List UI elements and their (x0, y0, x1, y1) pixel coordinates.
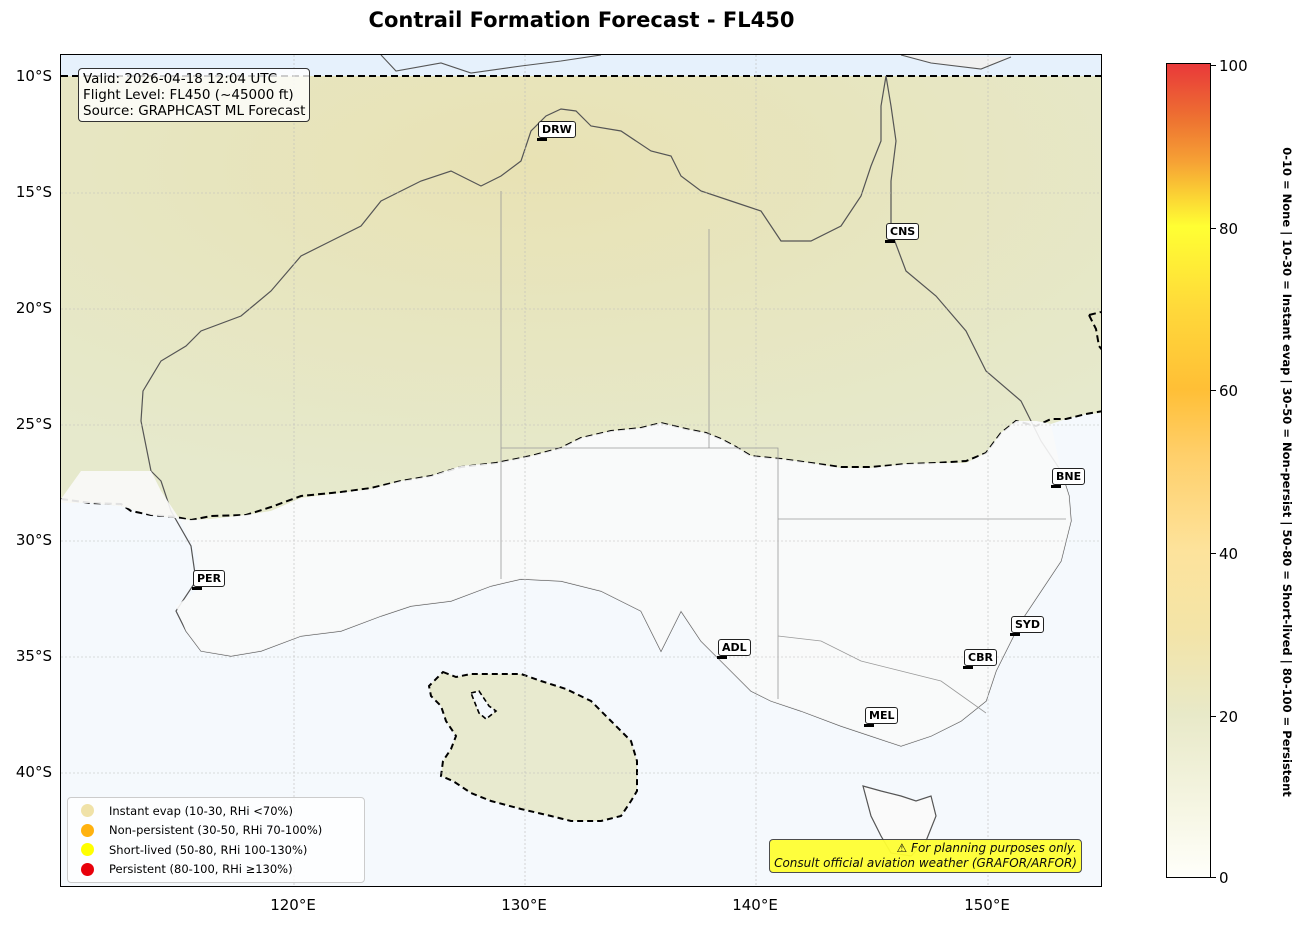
colorbar-tick-label: 60 (1219, 382, 1239, 400)
x-tick-label: 140°E (732, 896, 778, 914)
city-marker-per (192, 587, 202, 590)
tasmania (862, 785, 937, 857)
y-tick-label: 10°S (15, 67, 52, 85)
legend-swatch (81, 843, 94, 857)
contrail-region-north (61, 76, 1101, 520)
city-marker-drw (537, 138, 547, 141)
x-tick-label: 120°E (270, 896, 316, 914)
x-tick-label: 150°E (964, 896, 1010, 914)
city-marker-syd (1010, 633, 1020, 636)
city-marker-cbr (963, 666, 973, 669)
y-tick-label: 30°S (15, 531, 52, 549)
city-label-cns[interactable]: CNS (886, 223, 920, 240)
city-label-mel[interactable]: MEL (865, 707, 899, 724)
legend-item-instant-evap: Instant evap (10-30, RHi <70%) (68, 801, 364, 821)
map-canvas (61, 55, 1101, 886)
city-marker-bne (1051, 485, 1061, 488)
legend-swatch (81, 804, 94, 818)
city-label-bne[interactable]: BNE (1052, 468, 1086, 485)
y-tick-label: 15°S (15, 183, 52, 201)
colorbar-tick-label: 40 (1219, 545, 1239, 563)
colorbar-tick (1211, 716, 1216, 717)
flight-level: Flight Level: FL450 (~45000 ft) (83, 87, 294, 103)
colorbar-tick-label: 80 (1219, 220, 1239, 238)
y-tick-label: 25°S (15, 415, 52, 433)
city-label-adl[interactable]: ADL (718, 639, 751, 656)
city-label-per[interactable]: PER (193, 570, 226, 587)
planning-warning-box: ⚠ For planning purposes only. Consult of… (769, 839, 1082, 873)
legend-swatch (81, 823, 94, 837)
forecast-source: Source: GRAPHCAST ML Forecast (83, 103, 306, 119)
colorbar-tick-label: 20 (1219, 708, 1239, 726)
colorbar-tick-label: 0 (1219, 869, 1229, 887)
city-marker-cns (885, 240, 895, 243)
forecast-info-box: Valid: 2026-04-18 12:04 UTC Flight Level… (78, 68, 311, 122)
chart-title: Contrail Formation Forecast - FL450 (368, 8, 795, 32)
legend-label: Persistent (80-100, RHi ≥130%) (109, 862, 293, 877)
city-marker-mel (864, 724, 874, 727)
legend-item-short-lived: Short-lived (50-80, RHi 100-130%) (68, 840, 364, 860)
colorbar-tick (1211, 877, 1216, 878)
y-tick-label: 35°S (15, 647, 52, 665)
legend-label: Non-persistent (30-50, RHi 70-100%) (109, 823, 323, 838)
colorbar-tick (1211, 390, 1216, 391)
colorbar-tick (1211, 228, 1216, 229)
legend-label: Instant evap (10-30, RHi <70%) (109, 803, 293, 818)
city-label-syd[interactable]: SYD (1011, 616, 1045, 633)
valid-time: Valid: 2026-04-18 12:04 UTC (83, 71, 278, 87)
city-marker-adl (717, 656, 727, 659)
colorbar-tick-label: 100 (1219, 57, 1248, 75)
contrail-region-south (427, 670, 638, 822)
city-label-drw[interactable]: DRW (538, 121, 576, 138)
colorbar-tick (1211, 553, 1216, 554)
y-tick-label: 20°S (15, 299, 52, 317)
legend-item-non-persistent: Non-persistent (30-50, RHi 70-100%) (68, 821, 364, 841)
legend-label: Short-lived (50-80, RHi 100-130%) (109, 842, 308, 857)
legend-item-persistent: Persistent (80-100, RHi ≥130%) (68, 860, 364, 880)
x-tick-label: 130°E (501, 896, 547, 914)
warning-line-2: Consult official aviation weather (GRAFO… (774, 856, 1077, 870)
colorbar-category-note: 0-10 = None | 10-30 = Instant evap | 30-… (1280, 147, 1294, 797)
warning-line-1: ⚠ For planning purposes only. (896, 841, 1077, 855)
colorbar-tick (1211, 65, 1216, 66)
map-legend: Instant evap (10-30, RHi <70%) Non-persi… (67, 797, 365, 883)
city-label-cbr[interactable]: CBR (964, 649, 997, 666)
map-panel[interactable]: Valid: 2026-04-18 12:04 UTC Flight Level… (60, 54, 1102, 887)
legend-swatch (81, 862, 94, 876)
colorbar (1166, 63, 1211, 878)
y-tick-label: 40°S (15, 763, 52, 781)
